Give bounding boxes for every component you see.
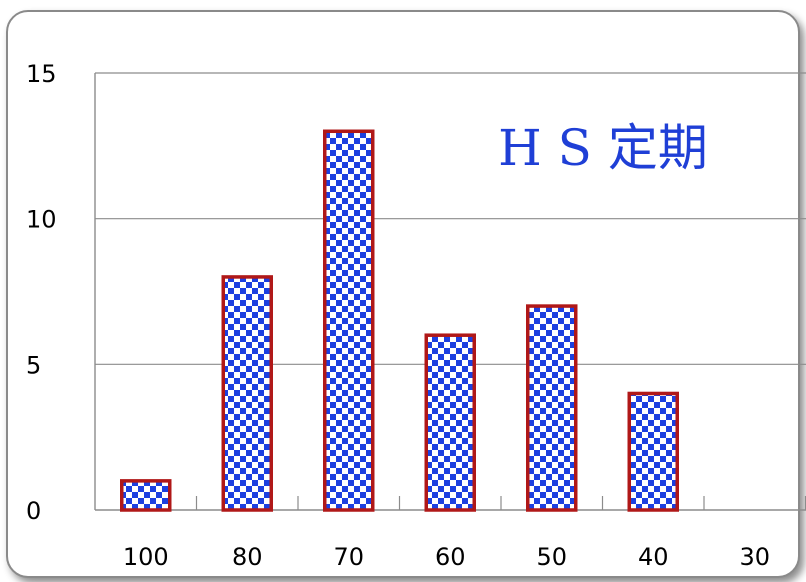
bars [120, 129, 679, 512]
bar-70 [323, 129, 375, 512]
x-tick-label: 80 [232, 543, 263, 571]
x-tick-label: 100 [123, 543, 169, 571]
y-tick-label: 10 [26, 206, 57, 234]
bar-60 [424, 333, 476, 512]
x-axis-ticks: 100 80 70 60 50 40 30 [123, 496, 806, 571]
x-tick-label: 70 [333, 543, 364, 571]
bar-80 [221, 275, 273, 512]
bar-100 [120, 479, 172, 512]
x-tick-label: 50 [536, 543, 567, 571]
x-tick-label: 60 [435, 543, 466, 571]
chart-title: H S 定期 [498, 119, 708, 177]
y-tick-label: 0 [26, 497, 41, 525]
bar-40 [627, 391, 679, 512]
bar-50 [526, 304, 578, 512]
x-tick-label: 40 [638, 543, 669, 571]
y-tick-label: 15 [26, 60, 57, 88]
x-tick-label: 30 [739, 543, 770, 571]
y-tick-label: 5 [26, 351, 41, 379]
y-axis-ticks: 0 5 10 15 [26, 60, 57, 525]
